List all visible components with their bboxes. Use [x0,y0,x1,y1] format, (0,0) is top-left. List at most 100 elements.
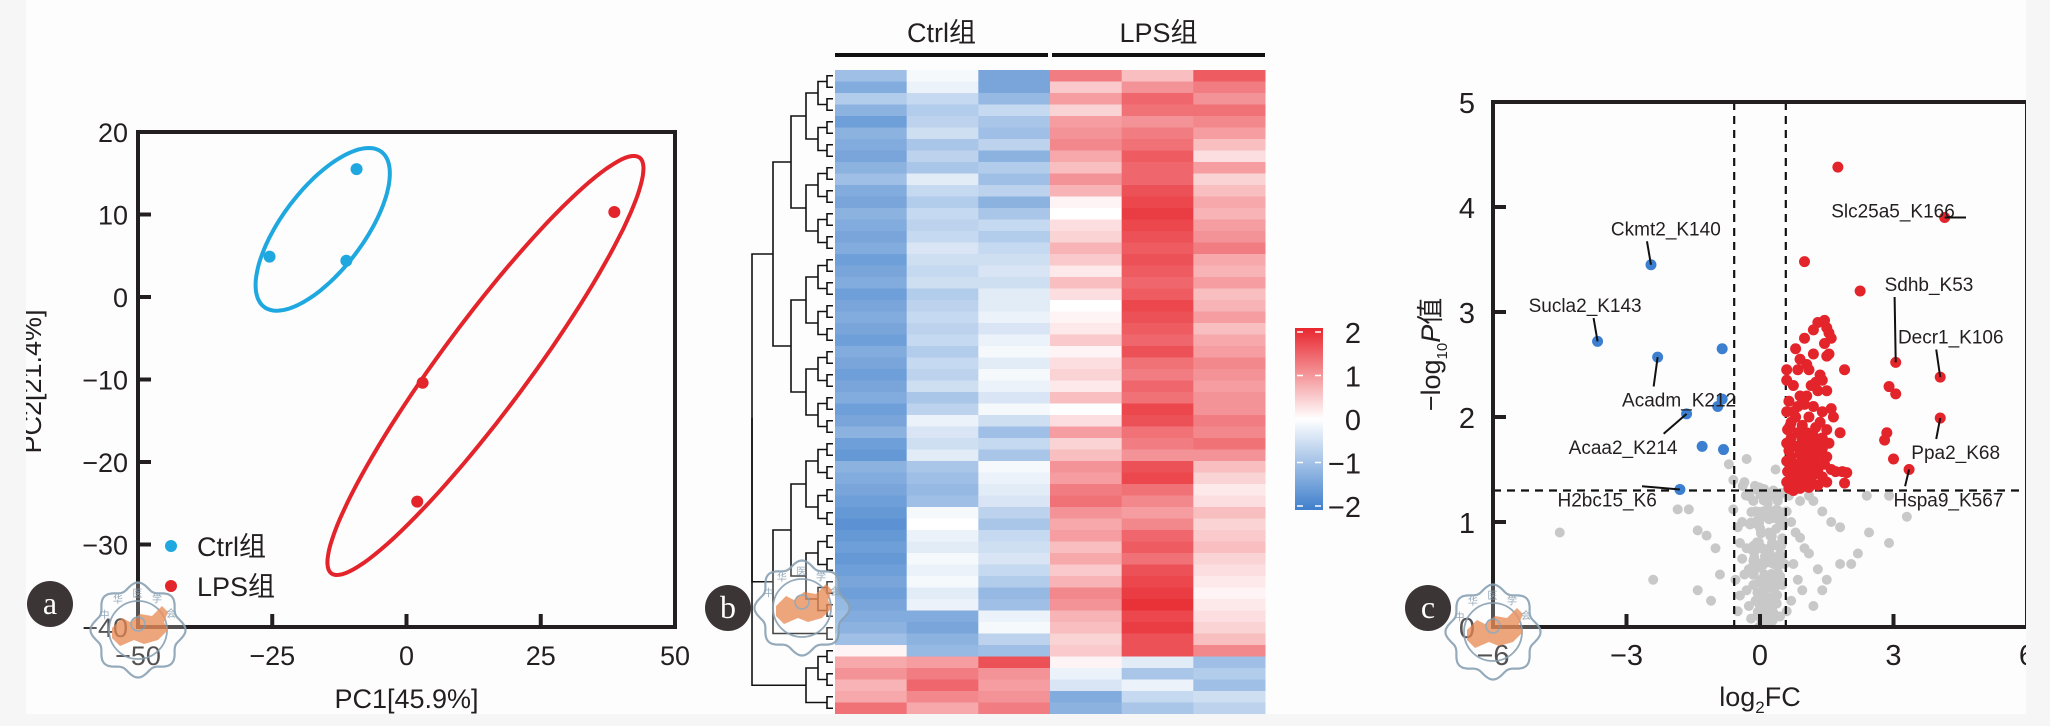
heatmap-cell [1193,668,1266,680]
heatmap-cell [835,311,908,324]
heatmap-cell [835,472,908,485]
dendrogram-branch [817,80,827,106]
heatmap-cell [1050,507,1123,519]
legend-label-lps: LPS组 [197,572,275,602]
point-label: H2bc15_K6 [1558,490,1657,511]
heatmap-cell [906,472,979,485]
pca-points [263,163,621,508]
dendrogram-branch [826,304,833,319]
heatmap-cell [1050,323,1123,335]
colorbar-tick-label: −2 [1328,492,1361,524]
heatmap-cell [906,208,979,220]
heatmap-cell [906,507,979,519]
x-tick-label: 50 [660,641,690,671]
volcano-point-ns [1755,489,1766,500]
volcano-point-ns [1554,527,1565,538]
volcano-point-ns [1710,543,1721,554]
dendrogram-branch [817,310,827,336]
heatmap-cell [1193,288,1266,301]
heatmap-cell [978,173,1051,186]
volcano-point-down [1716,343,1728,355]
heatmap-cell [1193,530,1266,542]
heatmap-cell [1121,231,1194,243]
heatmap-cell [835,231,908,243]
heatmap-cell [906,668,979,680]
heatmap-cell [978,564,1051,577]
heatmap-cell [978,196,1051,209]
ylabel-subscript: 10 [1434,343,1451,360]
dendrogram-branch [805,368,818,416]
heatmap-cell [1121,495,1194,508]
heatmap-cell [1050,185,1123,197]
dendrogram-branch [826,672,833,687]
heatmap-cell [1050,576,1123,588]
volcano-point-ns [1730,574,1741,585]
heatmap-cell [1121,346,1194,358]
heatmap-cell [835,679,908,692]
heatmap-cell [1121,334,1194,347]
heatmap-cell [1193,162,1266,174]
volcano-point-up [1810,422,1822,433]
heatmap-cell [835,415,908,427]
heatmap-cell [1121,507,1194,519]
label-leader-line [1893,296,1897,363]
dendrogram-branch [817,540,827,566]
dendrogram-branch [817,218,827,244]
heatmap-cell [1121,461,1194,473]
heatmap-cell [906,610,979,623]
heatmap-chart: Ctrl组 LPS组 2 1 0 −1 −2 [751,18,1361,714]
heatmap-cell [1193,81,1266,94]
dendrogram-branch [826,695,833,710]
heatmap-cell [1193,173,1266,186]
dendrogram-branch [826,488,833,503]
heatmap-cell [978,587,1051,600]
heatmap-cell [1121,392,1194,404]
heatmap-cell [1121,679,1194,692]
volcano-point-up [1881,427,1893,439]
heatmap-cell [835,587,908,600]
heatmap-cell [978,104,1051,117]
pca-x-ticks: −50 −25 0 25 50 [115,614,690,671]
heatmap-cell [1193,564,1266,577]
volcano-point-ns [1786,517,1797,527]
heatmap-cell [1121,633,1194,646]
heatmap-cell [1193,208,1266,220]
heatmap-cell [906,185,979,197]
volcano-point-ns [1901,511,1912,522]
volcano-x-axis-label: log2FC [1719,682,1801,714]
y-tick-label: 5 [1459,88,1475,120]
dendrogram-branch [826,235,833,250]
volcano-point-down [1712,401,1724,412]
y-tick-label: −10 [82,366,128,396]
x-tick-label: −3 [1610,640,1643,672]
heatmap-cell [1193,392,1266,404]
heatmap-cell [1121,116,1194,128]
dendrogram-branch [826,143,833,158]
heatmap-cell [1050,392,1123,404]
heatmap-cell [835,518,908,531]
heatmap-cell [1121,656,1194,669]
heatmap-cell [1121,242,1194,255]
heatmap-cell [1050,150,1123,163]
heatmap-cell [906,553,979,565]
heatmap-cell [978,357,1051,370]
dendrogram-branch [817,655,827,681]
heatmap-cell [1193,357,1266,370]
label-leader-line [1645,241,1652,265]
heatmap-cell [906,449,979,462]
heatmap-cell [1193,265,1266,278]
pca-ellipses [253,145,646,578]
heatmap-cell [1050,530,1123,542]
heatmap-cell [906,70,979,82]
heatmap-cell [1121,357,1194,370]
heatmap-cell [906,679,979,692]
heatmap-cell [1121,553,1194,565]
heatmap-cell [978,150,1051,163]
heatmap-cell [1121,484,1194,496]
volcano-point-ns [1775,571,1786,582]
heatmap-cell [1121,196,1194,209]
heatmap-cell [978,449,1051,462]
volcano-point-ns [1740,490,1751,501]
volcano-point-ns [1772,560,1783,571]
